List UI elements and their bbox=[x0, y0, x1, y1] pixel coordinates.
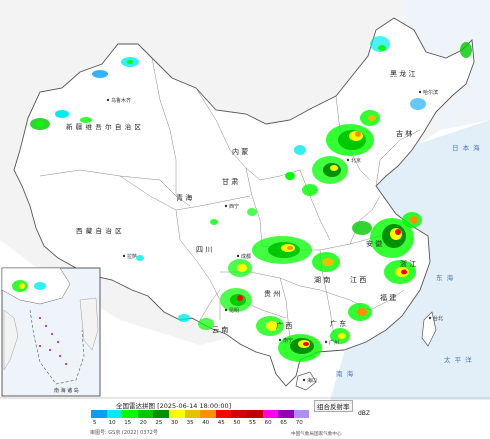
city-label-lhasa: 拉萨 bbox=[127, 253, 137, 260]
sea-label-taipingyang: 太 平 洋 bbox=[444, 355, 473, 364]
legend-swatch bbox=[246, 410, 263, 418]
hainan bbox=[295, 371, 317, 391]
region-label-anhui: 安 徽 bbox=[366, 239, 382, 248]
city-label-nanning: 南宁 bbox=[283, 337, 293, 344]
legend-swatch bbox=[200, 410, 216, 418]
legend-swatch bbox=[231, 410, 247, 418]
legend-swatch bbox=[137, 410, 154, 418]
city-label-urumqi: 乌鲁木齐 bbox=[111, 97, 131, 104]
region-label-guangxi: 广 西 bbox=[276, 321, 292, 330]
legend-tick-label: 30 bbox=[171, 420, 178, 426]
city-label-xining: 西宁 bbox=[229, 203, 239, 210]
legend-tick-label: 60 bbox=[264, 420, 272, 426]
sea-label-nanhai: 南 海 bbox=[336, 369, 354, 378]
legend-tick-label: 15 bbox=[124, 420, 132, 426]
sea-label-riben-hai: 日 本 海 bbox=[452, 143, 481, 152]
city-label-guangzhou: 广州 bbox=[329, 339, 339, 346]
legend-swatch bbox=[122, 410, 138, 418]
legend-source: 中国气象局国家气象中心 bbox=[291, 432, 342, 437]
legend-swatch bbox=[168, 410, 185, 418]
legend-swatch bbox=[184, 410, 201, 418]
region-label-yunnan: 云 南 bbox=[212, 325, 228, 334]
city-label-kunming: 昆明 bbox=[229, 308, 239, 314]
region-label-jiangxi: 江 西 bbox=[350, 276, 366, 284]
city-label-chengdu: 成都 bbox=[241, 253, 251, 260]
region-label-sichuan: 四 川 bbox=[196, 246, 212, 254]
radar-echoes bbox=[30, 36, 472, 362]
region-label-xizang: 西 藏 自 治 区 bbox=[76, 226, 122, 235]
radar-legend: 全国雷达拼图 [2025-06-14 18:00:00] 组合反射率 dBZ 5… bbox=[86, 399, 408, 439]
legend-swatch bbox=[215, 410, 232, 418]
region-label-gansu: 甘 肃 bbox=[222, 177, 238, 186]
region-label-qinghai: 青 海 bbox=[176, 193, 192, 202]
region-label-guangdong: 广 东 bbox=[330, 319, 346, 328]
legend-product-tag: 组合反射率 bbox=[314, 400, 353, 412]
legend-swatch bbox=[262, 410, 279, 418]
legend-title: 全国雷达拼图 [2025-06-14 18:00:00] bbox=[116, 402, 232, 410]
legend-color-bar bbox=[91, 410, 310, 418]
sea-label-donghai: 东 海 bbox=[436, 273, 454, 282]
south-china-sea-inset: 南 海 诸 岛 bbox=[1, 267, 101, 397]
legend-tick-label: 50 bbox=[233, 420, 241, 426]
legend-tick-label: 20 bbox=[139, 420, 147, 426]
china-outline bbox=[13, 17, 475, 387]
legend-tick-label: 70 bbox=[295, 420, 303, 426]
city-label-haikou: 海口 bbox=[307, 377, 317, 384]
region-label-xinjiang: 新 疆 维 吾 尔 自 治 区 bbox=[66, 122, 141, 131]
sea-labels: 日 本 海 东 海 太 平 洋 南 海 bbox=[336, 143, 481, 378]
legend-tick-label: 55 bbox=[249, 420, 256, 426]
taiwan bbox=[421, 311, 437, 347]
region-label-heilongjiang: 黑 龙 江 bbox=[390, 69, 415, 78]
inset-label: 南 海 诸 岛 bbox=[54, 387, 79, 394]
region-label-fujian: 福 建 bbox=[380, 293, 396, 302]
city-labels: 乌鲁木齐 拉萨 西宁 成都 昆明 哈尔滨 北京 南宁 广州 海口 台北 bbox=[106, 89, 443, 384]
region-label-guizhou: 贵 州 bbox=[264, 289, 280, 298]
region-label-hunan: 湖 南 bbox=[314, 275, 330, 284]
legend-swatch bbox=[278, 410, 294, 418]
region-label-zhejiang: 浙 江 bbox=[400, 259, 416, 268]
legend-tick-label: 10 bbox=[108, 420, 116, 426]
legend-approval-number: 审图号: GS京 (2022) 0372号 bbox=[90, 430, 158, 436]
legend-swatch bbox=[91, 410, 107, 418]
legend-unit: dBZ bbox=[358, 410, 371, 417]
legend-swatch bbox=[106, 410, 123, 418]
legend-tick-label: 25 bbox=[155, 420, 163, 426]
city-label-taibei: 台北 bbox=[433, 315, 443, 322]
region-labels: 新 疆 维 吾 尔 自 治 区 西 藏 自 治 区 青 海 四 川 甘 肃 内 … bbox=[66, 69, 416, 334]
region-label-jilin: 吉 林 bbox=[396, 129, 412, 138]
legend-tick-label: 35 bbox=[186, 420, 194, 426]
region-label-neimenggu: 内 蒙 bbox=[232, 147, 248, 156]
legend-tick-label: 65 bbox=[280, 420, 288, 426]
legend-swatch bbox=[293, 410, 310, 418]
legend-tick-label: 45 bbox=[217, 420, 225, 426]
city-label-harbin: 哈尔滨 bbox=[423, 89, 438, 96]
city-label-beijing: 北京 bbox=[351, 157, 361, 164]
legend-swatch bbox=[153, 410, 169, 418]
legend-tick-label: 40 bbox=[202, 420, 210, 426]
legend-tick-label: 5 bbox=[93, 420, 97, 426]
